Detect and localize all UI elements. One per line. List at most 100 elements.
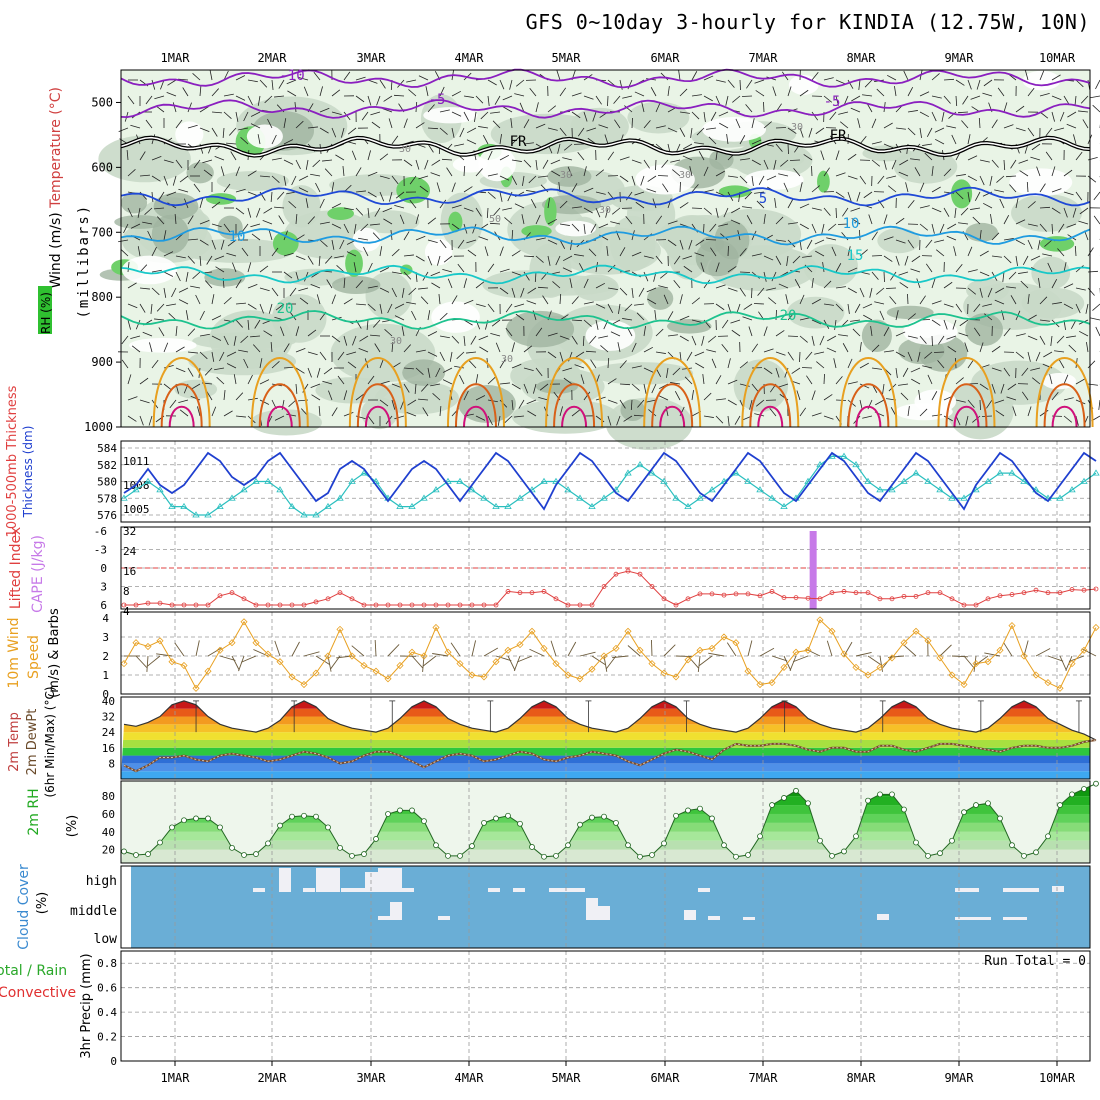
wind-barb	[223, 297, 232, 305]
slp-panel-frame	[120, 440, 1091, 523]
wind-barb	[1039, 111, 1049, 119]
wind-barb	[996, 175, 1005, 183]
cloud-panel-frame	[120, 865, 1091, 949]
wind-barb	[919, 111, 930, 118]
wind-barb	[295, 383, 298, 394]
wind-barb	[703, 207, 712, 215]
wind-speed-point	[312, 669, 320, 677]
wind-barb	[622, 95, 633, 99]
wind-barb	[715, 415, 724, 424]
wind-speed-point	[528, 627, 536, 635]
wind-barb	[871, 231, 878, 241]
wind-barb	[215, 266, 225, 273]
wind-barb	[175, 159, 183, 169]
wind-speed-point	[600, 652, 608, 660]
wind-barb	[661, 159, 669, 168]
surface-isotherm	[855, 406, 882, 428]
thickness-point	[504, 502, 512, 510]
rh-point	[1057, 802, 1063, 808]
rh-point	[193, 815, 199, 822]
wind-barb	[415, 159, 420, 170]
wind-barb	[343, 278, 346, 289]
thickness-point	[900, 477, 908, 484]
wind-barb	[768, 297, 777, 305]
wind-barb	[1051, 166, 1056, 177]
rh-patch-dark	[506, 310, 575, 348]
wind-barb	[163, 271, 174, 277]
wind-barb	[787, 222, 798, 225]
wind-barb	[379, 246, 383, 257]
precip-legend-total: Total / Rain	[0, 963, 67, 979]
wind-barb	[1085, 303, 1089, 314]
wind-barb	[898, 383, 909, 386]
wind-barb	[185, 310, 189, 321]
thickness-point	[192, 511, 200, 518]
wind-barb	[353, 262, 357, 273]
wind-barb	[895, 217, 905, 225]
wind-barb	[799, 127, 804, 138]
wind-barb	[711, 358, 717, 369]
wind-barb	[370, 334, 381, 337]
wind-barb	[1039, 70, 1045, 81]
wind-barb	[652, 198, 657, 209]
wind-barb	[835, 150, 840, 161]
temp-band	[121, 708, 1090, 717]
rh-point	[421, 818, 427, 825]
wind-barb	[391, 248, 400, 257]
wind-barb	[883, 214, 888, 225]
date-label-top: 7MAR	[749, 51, 779, 65]
wind-speed-point	[996, 646, 1004, 654]
wind-barb	[499, 287, 509, 295]
wind-barb	[331, 335, 341, 343]
li-point	[193, 602, 199, 608]
wind-barb	[607, 303, 614, 314]
wind-barb	[351, 150, 357, 161]
wind-barb	[859, 342, 862, 353]
wind-barb	[907, 351, 913, 362]
wind-barb-10m	[826, 640, 833, 657]
wind-barb	[756, 200, 765, 209]
rh-patch	[947, 381, 1014, 440]
wind-barb	[1092, 104, 1100, 113]
wind-barb	[583, 187, 594, 193]
wind-barb	[511, 250, 521, 257]
thickness-point	[660, 477, 668, 484]
wind-barb	[799, 351, 801, 363]
wind-speed-point	[360, 661, 368, 670]
wind-barb-10m	[241, 655, 257, 663]
wind-barb	[979, 342, 984, 353]
wind-barb-10m	[291, 641, 300, 657]
thickness-point	[300, 511, 308, 518]
wind-barb	[287, 90, 297, 97]
thickness-point	[1080, 477, 1088, 484]
wind-barb	[295, 348, 306, 353]
rh-point	[181, 817, 187, 824]
wind-barb	[438, 294, 441, 305]
li-point	[601, 584, 607, 589]
rh-patch-green	[327, 207, 354, 220]
rh-patch-green	[272, 231, 299, 256]
wind-barb	[686, 351, 693, 361]
wind-barb	[205, 280, 213, 289]
wind-barb-10m	[274, 640, 281, 657]
thickness-tick: 576	[97, 509, 117, 522]
wind-barb	[595, 169, 605, 177]
li-point	[337, 590, 343, 596]
thickness-point	[984, 477, 992, 484]
cloud-high-block	[1052, 886, 1064, 892]
wind-barb	[463, 186, 473, 193]
wind-barb	[475, 168, 483, 177]
wind-barb	[775, 216, 784, 225]
wind-barb	[411, 310, 417, 321]
wind-barb	[910, 367, 921, 373]
wind-barb	[487, 376, 496, 385]
wind-barb	[973, 327, 981, 337]
li-point	[901, 593, 907, 599]
wind-barb	[240, 137, 249, 145]
wind-barb	[574, 254, 585, 257]
rh-point	[1093, 780, 1099, 787]
wind-barb	[482, 134, 489, 145]
wind-barb	[907, 293, 909, 305]
li-point	[421, 602, 427, 608]
surface-isotherm	[266, 406, 293, 428]
